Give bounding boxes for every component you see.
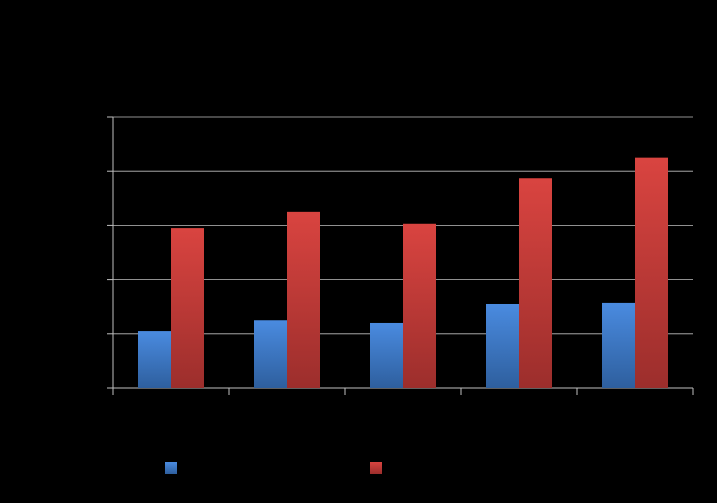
- legend-swatch-series2: [370, 462, 382, 474]
- bar-series2-cat1: [171, 228, 204, 388]
- legend-swatch-series1: [165, 462, 177, 474]
- bar-series1-cat2: [254, 320, 287, 388]
- bar-series1-cat3: [370, 322, 403, 388]
- bar-series2-cat4: [519, 178, 552, 388]
- bar-series1-cat5: [602, 302, 635, 388]
- legend: [165, 462, 382, 474]
- bars: [138, 157, 668, 388]
- bar-series1-cat1: [138, 331, 171, 388]
- bar-series1-cat4: [486, 303, 519, 388]
- bar-series2-cat5: [635, 157, 668, 388]
- bar-series2-cat3: [403, 223, 436, 388]
- bar-series2-cat2: [287, 211, 320, 388]
